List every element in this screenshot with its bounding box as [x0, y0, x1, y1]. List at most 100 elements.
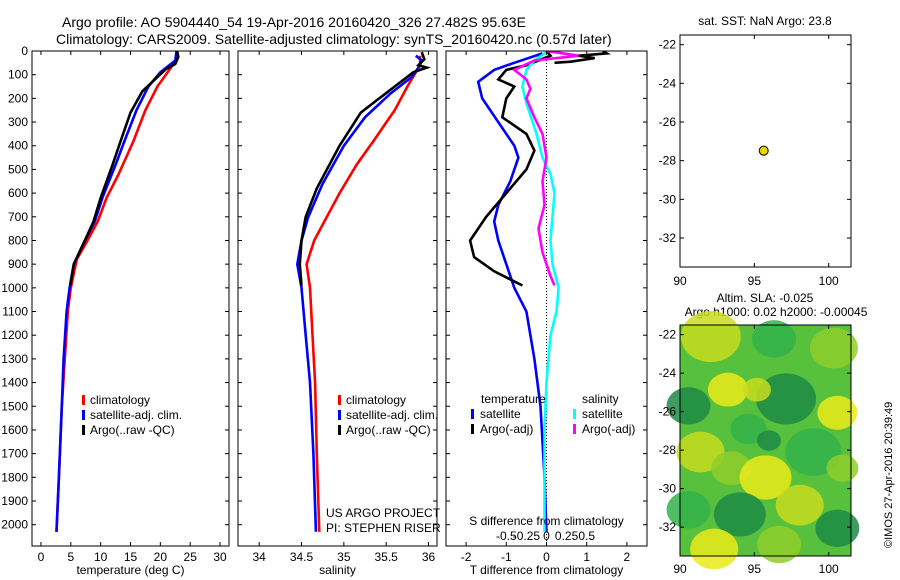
- argo-position-marker: [758, 145, 769, 156]
- legend-label: satellite-adj. clim.: [346, 408, 438, 422]
- legend-label: climatology: [346, 393, 406, 407]
- heatmap-cell: [742, 377, 771, 402]
- legend-swatch: [471, 424, 474, 434]
- heatmap-cell: [757, 525, 802, 564]
- project-line2: PI: STEPHEN RISER: [326, 521, 441, 535]
- y-tick-label: 1500: [1, 399, 28, 413]
- legend-label: Argo(-adj): [582, 422, 635, 436]
- series-line-climatology: [55, 51, 179, 532]
- legend-panel-3: temperature salinitysatelliteArgo(-adj)sa…: [471, 392, 635, 436]
- legend-label: satellite-adj. clim.: [90, 408, 182, 422]
- y-tick-label: 1700: [1, 447, 28, 461]
- heatmap-cell: [713, 492, 766, 537]
- plot-frame: [237, 50, 438, 547]
- x-tick-label: 90: [673, 274, 687, 288]
- heatmap-cell: [809, 327, 858, 369]
- x-axis-label: salinity: [319, 563, 356, 577]
- map-frame: [679, 34, 852, 268]
- project-line1: US ARGO PROJECT: [326, 506, 441, 520]
- series-line-temperature-argo-adj-: [468, 51, 553, 287]
- y-tick-label: 0: [21, 44, 28, 58]
- y-tick-label: 900: [8, 257, 28, 271]
- x-tick-label: 35: [337, 550, 351, 564]
- x-tick-label: 10: [94, 550, 108, 564]
- x-tick-label: 2: [624, 550, 631, 564]
- series-line-temperature-argo-temp-top: [554, 51, 611, 65]
- series-line-satellite-adj-clim-: [55, 51, 178, 532]
- series-line-argo-raw-qc-: [298, 51, 432, 286]
- map-frame: [679, 324, 852, 557]
- y-tick-label: -30: [659, 482, 677, 496]
- x-tick-label: 34: [252, 550, 266, 564]
- y-tick-label: 1900: [1, 494, 28, 508]
- y-tick-label: 1800: [1, 470, 28, 484]
- y-tick-label: -22: [659, 328, 677, 342]
- x-tick-label: 35.5: [375, 550, 399, 564]
- y-tick-label: 1200: [1, 328, 28, 342]
- x2-tick-label: 0.5: [578, 529, 595, 543]
- heatmap-cell: [826, 454, 859, 482]
- imos-credit: ©IMOS 27-Apr-2016 20:39:49: [883, 402, 895, 548]
- heatmap-cell: [752, 320, 797, 358]
- y-tick-label: 1600: [1, 423, 28, 437]
- heatmap-cell: [680, 311, 741, 363]
- x-tick-label: 95: [748, 274, 762, 288]
- x-tick-label: 90: [673, 562, 687, 576]
- y-tick-label: -32: [659, 231, 677, 245]
- heatmap-cell: [739, 455, 792, 500]
- y-tick-label: 1100: [2, 305, 28, 319]
- x-tick-label: 95: [748, 562, 762, 576]
- legend-label: satellite: [582, 407, 623, 421]
- x-tick-label: 30: [213, 550, 227, 564]
- y-tick-label: 1300: [1, 352, 28, 366]
- legend-label: Argo(..raw -QC): [90, 423, 175, 437]
- legend-swatch: [82, 395, 85, 405]
- x-tick-label: 36: [422, 550, 436, 564]
- legend-group-title: temperature: [481, 392, 546, 406]
- heatmap-cell: [676, 431, 725, 473]
- y-tick-label: -24: [659, 366, 677, 380]
- heatmap-cell: [815, 509, 860, 547]
- x2-tick-label: -0.25: [513, 529, 541, 543]
- y-tick-label: -22: [659, 38, 677, 52]
- x-tick-label: 25: [184, 550, 198, 564]
- chart-panels: 0 5 10 15 20 25 300100200300400500600700800900…: [1, 14, 867, 577]
- map-title: Altim. SLA: -0.025: [717, 291, 814, 305]
- x-tick-label: 20: [154, 550, 168, 564]
- x2-tick-label: -0.5: [496, 529, 517, 543]
- x-axis-label: temperature (deg C): [76, 563, 184, 577]
- y-tick-label: 1000: [1, 281, 28, 295]
- legend-swatch: [573, 409, 576, 419]
- y-tick-label: -26: [659, 405, 677, 419]
- y-tick-label: -28: [659, 154, 677, 168]
- y-tick-label: 1400: [1, 376, 28, 390]
- x-tick-label: 0: [543, 550, 550, 564]
- x-axis-label: T difference from climatology: [470, 563, 624, 577]
- x-tick-label: -2: [461, 550, 472, 564]
- y-tick-label: -28: [659, 443, 677, 457]
- x2-tick-label: 0.25: [555, 529, 579, 543]
- x2-tick-label: 0: [543, 529, 550, 543]
- y-tick-label: 2000: [1, 518, 28, 532]
- heatmap-cell: [666, 387, 711, 425]
- legend-swatch: [82, 410, 85, 420]
- legend-label: Argo(-adj): [480, 422, 533, 436]
- series-line-argo-raw-qc-: [68, 51, 180, 286]
- figure-title-line2: Climatology: CARS2009. Satellite-adjuste…: [56, 31, 612, 47]
- y-tick-label: 400: [8, 139, 28, 153]
- heatmap-cell: [756, 373, 817, 425]
- legend-swatch: [338, 425, 341, 435]
- legend-swatch: [471, 409, 474, 419]
- x-tick-label: -1: [501, 550, 512, 564]
- heatmap-cell: [690, 528, 739, 570]
- y-tick-label: -30: [659, 192, 677, 206]
- heatmap-cell: [817, 395, 858, 430]
- profile-panel-1: 0 5 10 15 20 25 300100200300400500600700800900…: [1, 44, 230, 577]
- legend-label: Argo(..raw -QC): [346, 423, 431, 437]
- y-tick-label: 500: [8, 162, 28, 176]
- x-tick-label: 0: [38, 550, 45, 564]
- x2-axis-label: S difference from climatology: [469, 514, 624, 528]
- heatmap-cell: [666, 491, 711, 529]
